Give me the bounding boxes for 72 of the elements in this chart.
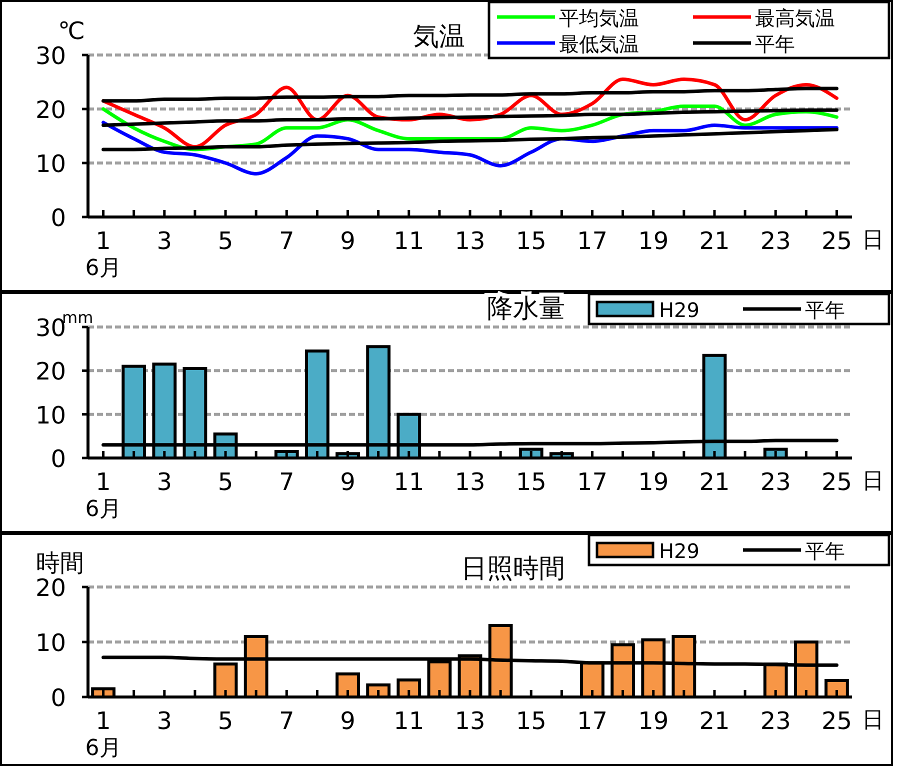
line-series bbox=[102, 86, 838, 103]
y-axis-title: ℃ bbox=[58, 17, 85, 45]
x-tick-label: 15 bbox=[516, 227, 546, 255]
x-tick-label: 9 bbox=[340, 227, 356, 255]
y-tick-label: 20 bbox=[35, 96, 66, 124]
legend-label: 最低気温 bbox=[559, 32, 639, 56]
y-tick-label: 10 bbox=[35, 629, 66, 657]
x-tick-label: 23 bbox=[760, 707, 791, 735]
x-tick-label: 1 bbox=[96, 227, 111, 255]
x-tick-label: 21 bbox=[699, 707, 730, 735]
x-tick-label: 25 bbox=[821, 707, 852, 735]
x-tick-label: 7 bbox=[279, 468, 294, 496]
text: 日 bbox=[862, 228, 884, 253]
x-tick-label: 19 bbox=[638, 707, 669, 735]
legend-label: 最高気温 bbox=[755, 6, 835, 30]
x-tick-label: 19 bbox=[638, 227, 669, 255]
x-tick-label: 13 bbox=[454, 227, 486, 255]
x-tick-label: 3 bbox=[156, 468, 172, 496]
x-tick-label: 17 bbox=[576, 227, 608, 255]
x-tick-label: 23 bbox=[760, 468, 791, 496]
chart-title: 気温 bbox=[413, 22, 465, 52]
y-tick-label: 20 bbox=[35, 358, 66, 386]
y-tick-label: 10 bbox=[35, 401, 66, 430]
y-tick-label: 0 bbox=[50, 445, 66, 473]
x-tick-label: 13 bbox=[454, 468, 486, 496]
y-tick-label: 0 bbox=[50, 204, 66, 232]
x-tick-label: 1 bbox=[96, 468, 111, 496]
x-tick-label: 15 bbox=[516, 707, 546, 735]
x-tick-label: 5 bbox=[218, 227, 234, 255]
x-tick-label: 5 bbox=[218, 468, 234, 496]
text: 6月 bbox=[85, 256, 122, 281]
x-tick-label: 1 bbox=[96, 707, 111, 735]
x-tick-label: 9 bbox=[340, 468, 356, 496]
x-tick-label: 25 bbox=[821, 468, 852, 496]
x-tick-label: 7 bbox=[279, 227, 294, 255]
x-tick-label: 13 bbox=[454, 707, 486, 735]
x-tick-label: 11 bbox=[394, 468, 424, 496]
line-series bbox=[102, 120, 838, 176]
legend-label: H29 bbox=[659, 298, 700, 322]
x-tick-label: 23 bbox=[760, 227, 791, 255]
legend-label: 平年 bbox=[755, 32, 795, 56]
x-tick-label: 21 bbox=[699, 227, 730, 255]
text: 6月 bbox=[85, 497, 122, 522]
text: 日 bbox=[862, 708, 884, 733]
x-tick-label: 7 bbox=[279, 707, 294, 735]
chart-title: 日照時間 bbox=[461, 554, 565, 584]
y-tick-label: 30 bbox=[35, 42, 66, 70]
legend-label: H29 bbox=[659, 539, 700, 563]
y-tick-label: 0 bbox=[50, 684, 66, 712]
y-tick-label: 20 bbox=[35, 574, 66, 602]
x-tick-label: 5 bbox=[218, 707, 234, 735]
x-tick-label: 17 bbox=[576, 468, 608, 496]
x-tick-label: 9 bbox=[340, 707, 356, 735]
text: 日 bbox=[862, 469, 884, 494]
line-series bbox=[102, 108, 838, 127]
legend-label: 平年 bbox=[805, 298, 845, 322]
x-tick-label: 19 bbox=[638, 468, 669, 496]
x-tick-label: 25 bbox=[821, 227, 852, 255]
line-series bbox=[102, 128, 838, 152]
x-tick-label: 17 bbox=[576, 707, 608, 735]
y-tick-label: 10 bbox=[35, 150, 66, 178]
legend-label: 平均気温 bbox=[559, 6, 639, 30]
x-tick-label: 3 bbox=[156, 227, 172, 255]
x-tick-label: 21 bbox=[699, 468, 730, 496]
x-tick-label: 15 bbox=[516, 468, 546, 496]
chart-title: 降水量 bbox=[487, 294, 565, 324]
y-axis-title: 時間 bbox=[36, 549, 84, 577]
x-tick-label: 3 bbox=[156, 707, 172, 735]
legend-label: 平年 bbox=[805, 539, 845, 563]
x-tick-label: 11 bbox=[394, 707, 424, 735]
x-tick-label: 11 bbox=[394, 227, 424, 255]
text: 6月 bbox=[85, 736, 122, 761]
